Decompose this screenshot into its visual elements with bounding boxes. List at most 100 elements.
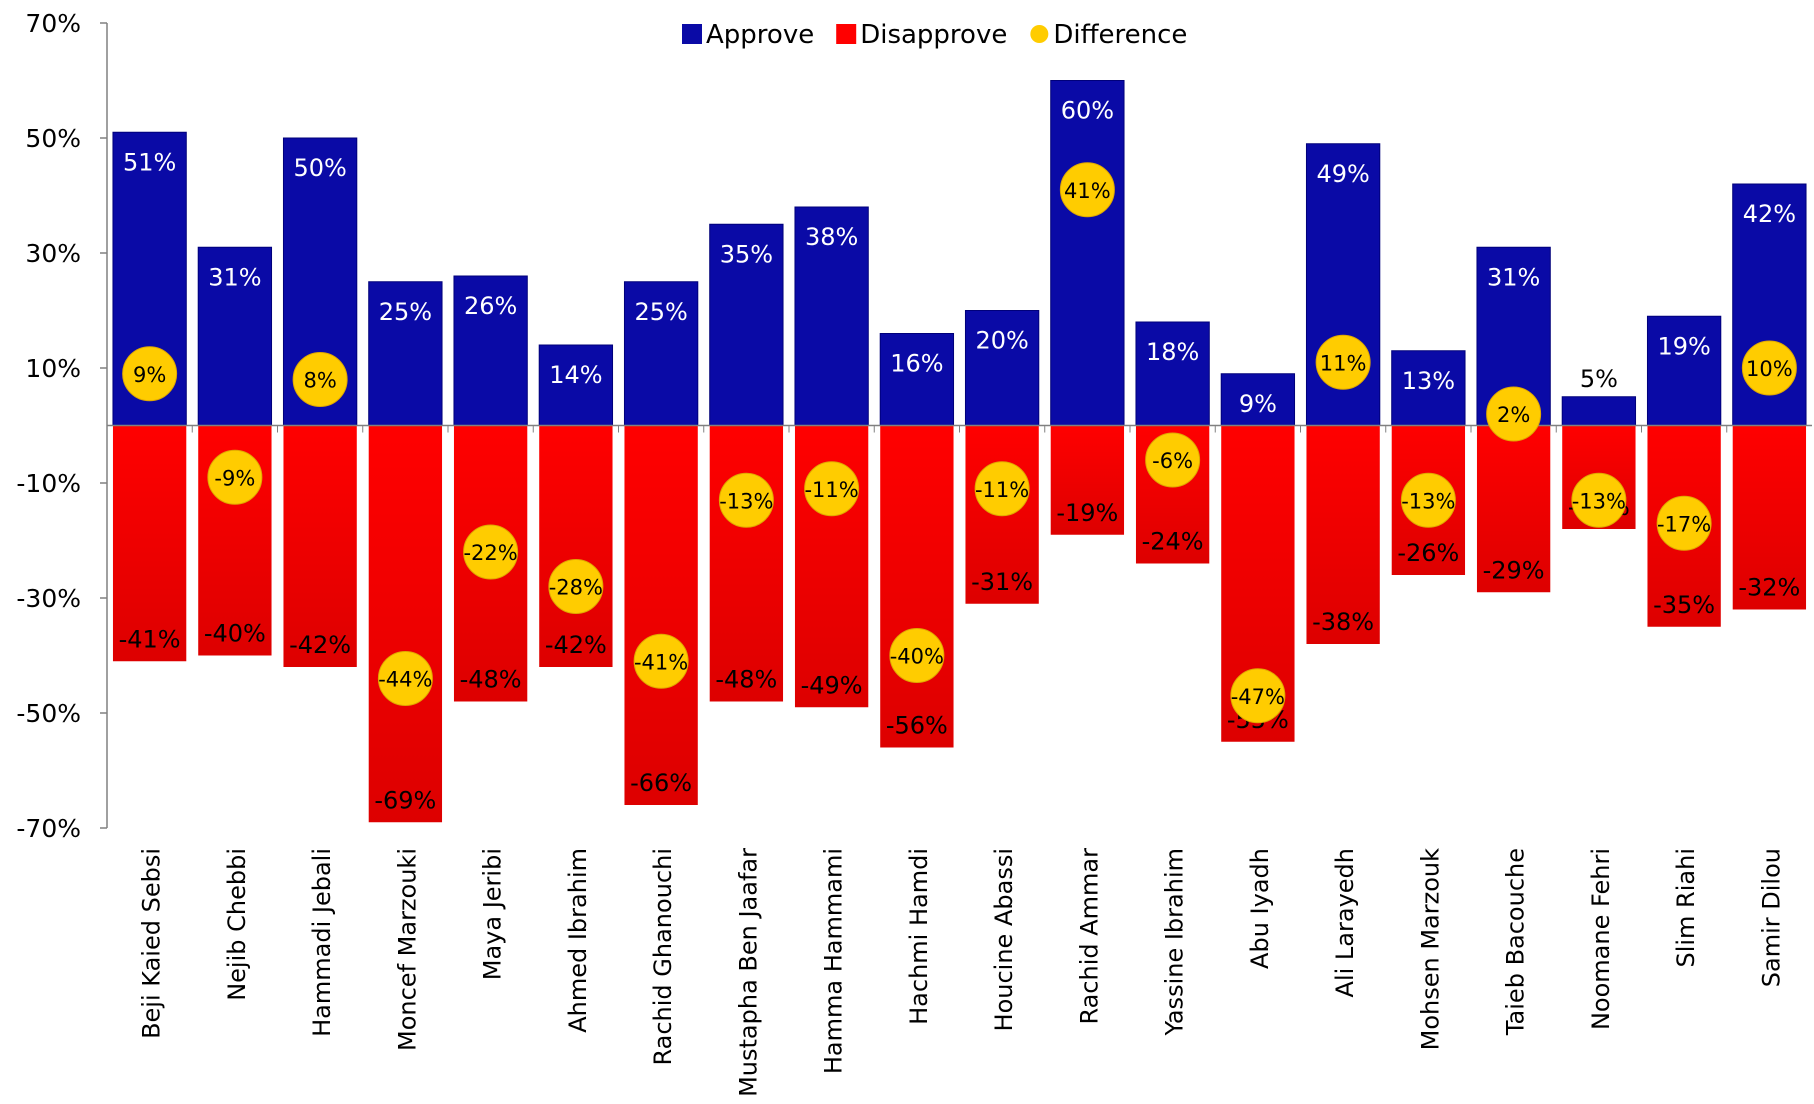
category-label: Mustapha Ben Jaafar	[734, 848, 762, 1097]
difference-value-label: 9%	[133, 363, 166, 387]
difference-marker	[548, 559, 604, 614]
approve-bar	[794, 206, 869, 426]
disapprove-value-label: -69%	[374, 786, 436, 814]
difference-value-label: -13%	[1401, 489, 1455, 513]
difference-value-label: -11%	[804, 478, 858, 502]
approve-bar	[1391, 350, 1466, 426]
approve-value-label: 50%	[293, 154, 346, 182]
category-label: Hammadi Jebali	[308, 848, 336, 1037]
y-tick-label: 70%	[25, 9, 81, 38]
disapprove-value-label: -56%	[886, 712, 948, 740]
disapprove-bar	[1476, 425, 1551, 593]
approve-value-label: 9%	[1239, 390, 1277, 418]
difference-marker	[122, 346, 178, 402]
category-label: Maya Jeribi	[479, 848, 507, 980]
disapprove-bar	[1306, 425, 1380, 644]
approve-bar	[197, 246, 273, 426]
difference-marker	[633, 633, 689, 689]
difference-value-label: -44%	[378, 668, 432, 692]
difference-marker	[207, 449, 263, 505]
approve-bar	[1050, 80, 1125, 426]
difference-marker	[804, 461, 860, 517]
difference-value-label: -9%	[214, 466, 255, 490]
approve-value-label: 60%	[1061, 97, 1114, 125]
difference-value-label: -13%	[719, 489, 773, 513]
y-tick-label: -70%	[16, 814, 81, 843]
y-tick-label: 30%	[25, 239, 81, 268]
disapprove-bar	[368, 425, 443, 823]
approve-bar	[1135, 321, 1210, 426]
disapprove-bar	[112, 425, 187, 662]
category-label: Hamma Hammami	[820, 848, 848, 1074]
approve-value-label: 16%	[890, 350, 943, 378]
y-tick-label: 50%	[25, 124, 81, 153]
category-label: Nejib Chebbi	[223, 848, 251, 1001]
approve-bar	[1646, 315, 1722, 426]
disapprove-bar	[624, 425, 698, 805]
disapprove-value-label: -32%	[1738, 574, 1800, 602]
difference-value-label: -22%	[463, 541, 517, 565]
difference-value-label: 10%	[1746, 357, 1793, 381]
disapprove-value-label: -24%	[1142, 528, 1204, 556]
disapprove-bar	[1050, 425, 1125, 535]
category-label: Noomane Fehri	[1587, 848, 1615, 1030]
disapprove-value-label: -42%	[545, 631, 607, 659]
y-tick-label: -50%	[16, 699, 81, 728]
approve-value-label: 25%	[634, 298, 687, 326]
difference-value-label: -17%	[1657, 512, 1711, 536]
category-label: Ahmed Ibrahim	[564, 848, 592, 1033]
approve-value-label: 14%	[549, 361, 602, 389]
category-label: Abu Iyadh	[1246, 848, 1274, 969]
difference-value-label: -47%	[1231, 685, 1285, 709]
approve-bar	[709, 223, 784, 426]
legend-disapprove-swatch	[836, 24, 857, 44]
legend-label: Disapprove	[860, 20, 1007, 50]
difference-marker	[1571, 472, 1627, 528]
category-label: Ali Larayedh	[1331, 848, 1359, 997]
approve-bar	[538, 344, 614, 426]
difference-value-label: 11%	[1320, 351, 1367, 375]
disapprove-value-label: -66%	[630, 769, 692, 797]
approve-value-label: 31%	[208, 263, 261, 291]
disapprove-value-label: -42%	[289, 631, 351, 659]
difference-marker	[1741, 340, 1797, 396]
disapprove-bar	[283, 425, 357, 667]
y-tick-label: 10%	[25, 354, 81, 383]
disapprove-value-label: -26%	[1397, 539, 1459, 567]
approve-bar	[368, 281, 443, 426]
difference-marker	[377, 651, 433, 706]
disapprove-bar	[709, 425, 784, 702]
difference-marker	[974, 461, 1030, 517]
category-label: Slim Riahi	[1672, 848, 1700, 968]
approve-value-label: 49%	[1316, 160, 1369, 188]
approve-value-label: 25%	[379, 298, 432, 326]
category-label: Samir Dilou	[1757, 848, 1785, 987]
difference-marker	[292, 352, 348, 407]
approve-bar	[1561, 396, 1637, 426]
difference-value-label: 8%	[303, 369, 336, 393]
difference-marker	[1486, 386, 1542, 442]
category-label: Houcine Abassi	[990, 848, 1018, 1031]
difference-value-label: -13%	[1572, 489, 1626, 513]
approve-bar	[964, 310, 1040, 426]
disapprove-bar	[539, 425, 613, 667]
approve-value-label: 5%	[1580, 365, 1618, 393]
difference-value-label: -28%	[549, 576, 603, 600]
approve-value-label: 31%	[1487, 263, 1540, 291]
legend-approve-swatch	[682, 24, 702, 44]
legend-difference-marker	[1030, 25, 1049, 43]
category-label: Rachid Ghanouchi	[649, 848, 677, 1066]
difference-value-label: -41%	[634, 650, 688, 674]
disapprove-bar	[880, 425, 954, 748]
disapprove-value-label: -48%	[460, 666, 522, 694]
approve-bar	[879, 333, 955, 426]
difference-marker	[1315, 334, 1371, 390]
approve-value-label: 19%	[1657, 332, 1710, 360]
category-label: Moncef Marzouki	[393, 848, 421, 1051]
category-label: Hachmi Hamdi	[905, 848, 933, 1025]
legend-label: Difference	[1053, 20, 1187, 50]
difference-marker	[1145, 432, 1201, 488]
approve-bar	[1220, 373, 1296, 426]
disapprove-bar	[1732, 425, 1807, 610]
